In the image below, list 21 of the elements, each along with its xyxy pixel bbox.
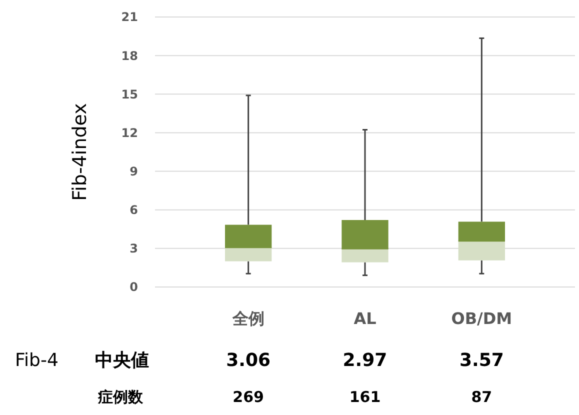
y-tick-label: 3 [130,242,138,256]
text: 269 [232,388,264,406]
text: 症例数 [97,388,144,406]
text: 87 [471,388,492,406]
text: Fib-4 [15,350,58,371]
y-tick-label: 18 [121,48,138,63]
x-tick-label: AL [354,309,376,328]
y-tick-label: 12 [121,126,138,140]
text: 3.06 [226,350,271,371]
y-tick-label: 15 [121,87,138,102]
y-tick-label: 0 [130,280,138,294]
y-tick-label: 9 [130,164,138,178]
y-tick-label: 21 [121,10,138,24]
y-axis-title: Fib-4index [69,103,91,201]
text: 2.97 [342,350,388,371]
text: 161 [349,388,381,406]
text: 中央値 [95,350,149,371]
text: 3.57 [459,350,504,371]
x-tick-label: 全例 [231,309,264,328]
y-tick-label: 6 [130,203,138,218]
x-tick-label: OB/DM [451,309,512,328]
